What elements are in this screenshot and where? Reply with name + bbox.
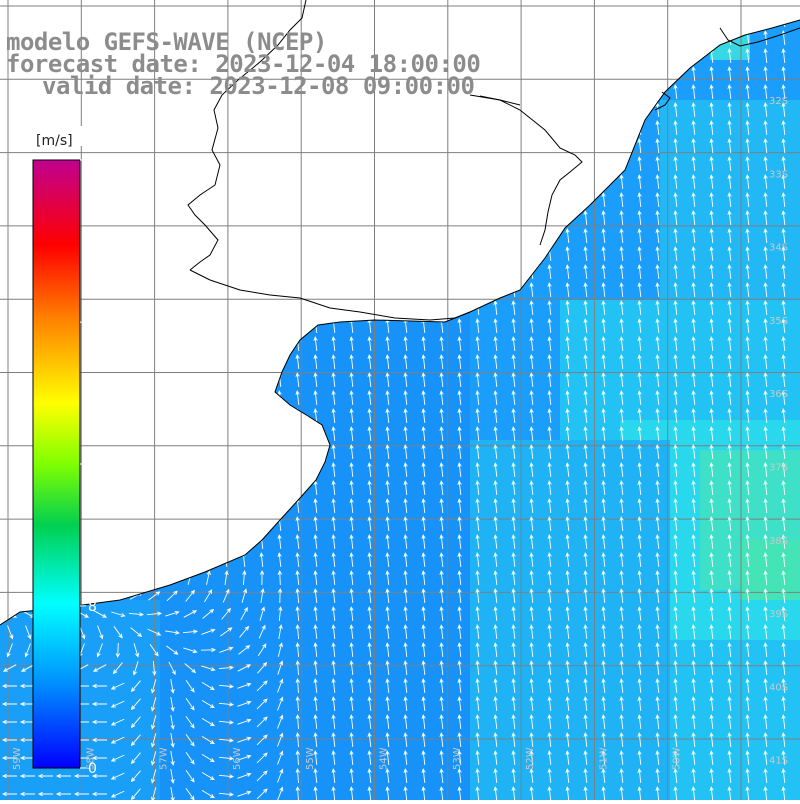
colorbar-tick-label: 15 (88, 457, 106, 473)
longitude-label: 52W (525, 747, 536, 770)
latitude-label: 32S (769, 96, 788, 107)
latitude-labels: 32S 33S 34S 35S 36S 37S 38S 39S 40S 41S (769, 96, 788, 767)
colorbar-unit-label: [m/s] (36, 133, 73, 149)
longitude-label: 53W (452, 747, 463, 770)
coastline (0, 0, 800, 626)
colorbar-gradient (32, 159, 81, 769)
colorbar-tick-label: 0 (88, 761, 97, 777)
colorbar-tick-label: 8 (88, 599, 97, 615)
longitude-label: 58W (85, 747, 96, 770)
latitude-label: 39S (769, 609, 788, 620)
colorbar: [m/s] 30 22 15 8 0 (22, 126, 106, 777)
latitude-label: 35S (769, 316, 788, 327)
longitude-label: 56W (232, 747, 243, 770)
longitude-label: 55W (305, 747, 316, 770)
colorbar-ticks: 30 22 15 8 0 (80, 153, 106, 777)
forecast-date: forecast date: 2023-12-04 18:00:00 (6, 50, 481, 78)
longitude-label: 57W (159, 747, 170, 770)
latitude-label: 37S (769, 463, 788, 474)
longitude-label: 50W (672, 747, 683, 770)
latitude-label: 40S (769, 682, 788, 693)
model-title: modelo GEFS-WAVE (NCEP) (6, 28, 327, 56)
valid-date: valid date: 2023-12-08 09:00:00 (42, 72, 475, 100)
longitude-labels: 59W 58W 57W 56W 55W 54W 53W 52W 51W 50W (12, 747, 683, 770)
latitude-label: 33S (769, 169, 788, 180)
latitude-label: 34S (769, 243, 788, 254)
latitude-label: 41S (769, 756, 788, 767)
longitude-label: 59W (12, 747, 23, 770)
colorbar-tick-label: 30 (88, 153, 106, 169)
colorbar-tick-label: 22 (88, 315, 106, 331)
longitude-label: 51W (598, 747, 609, 770)
latitude-label: 36S (769, 389, 788, 400)
longitude-label: 54W (379, 747, 390, 770)
latitude-label: 38S (769, 536, 788, 547)
